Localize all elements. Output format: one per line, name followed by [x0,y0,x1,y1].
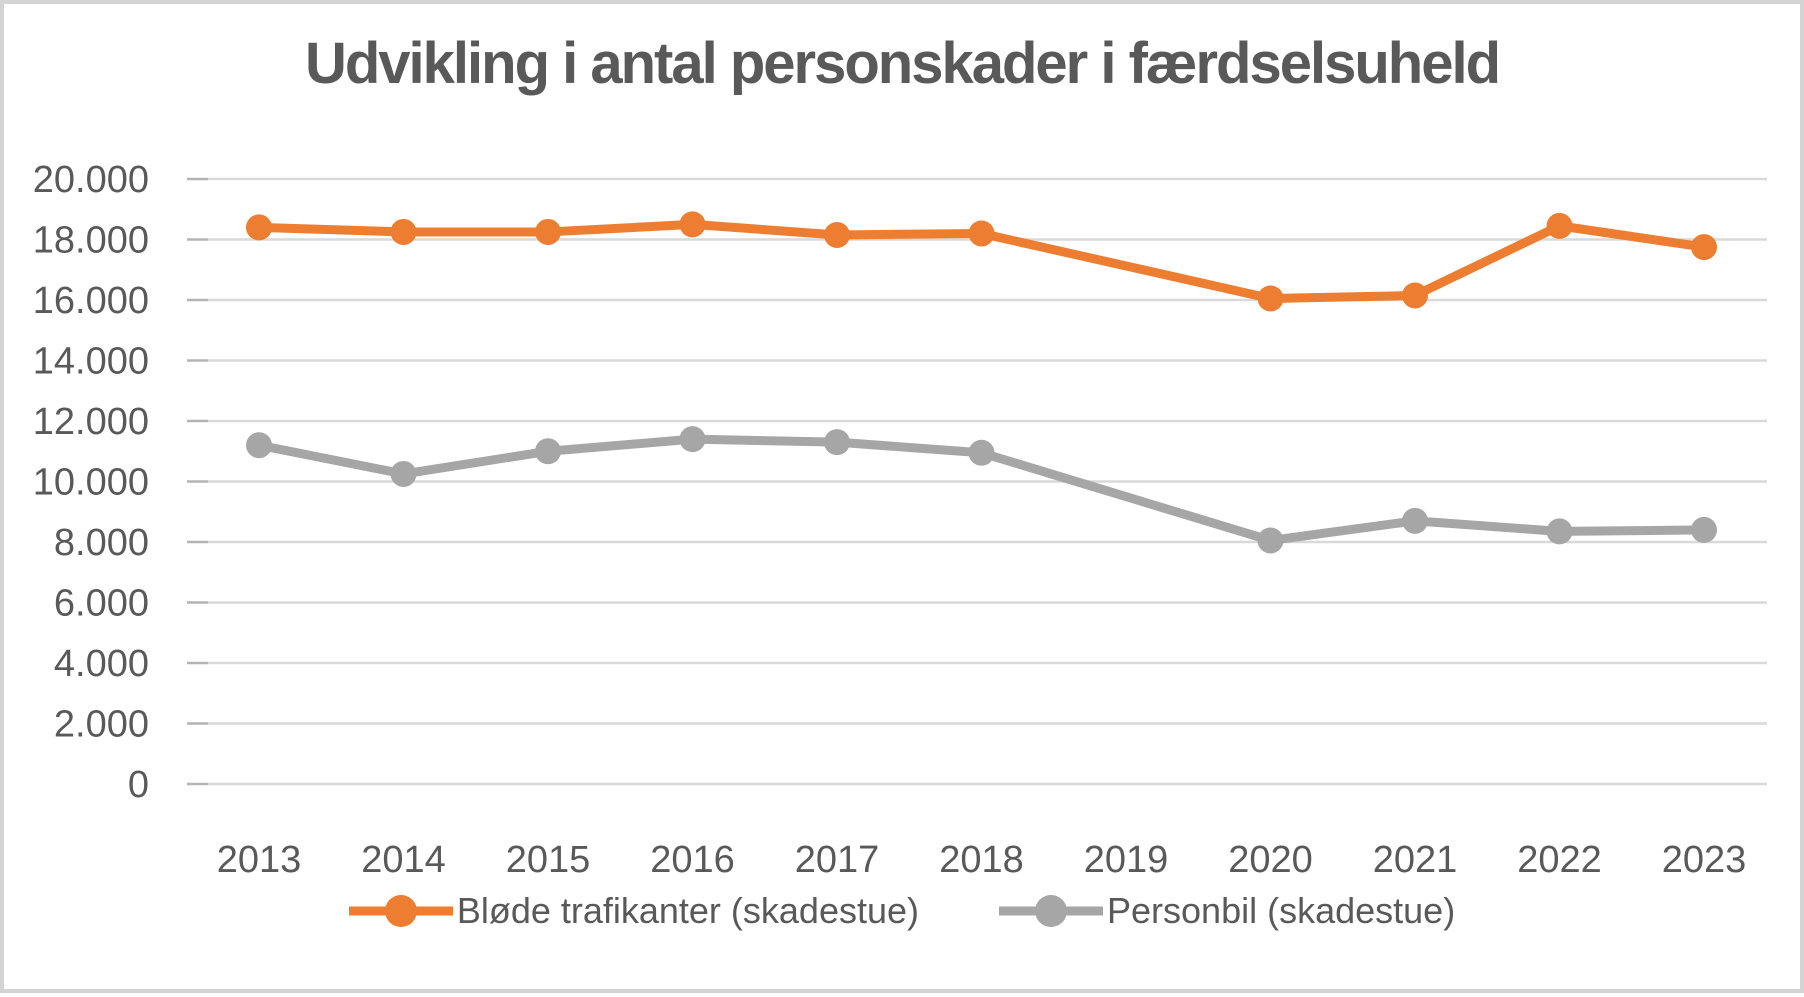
legend: Bløde trafikanter (skadestue) Personbil … [4,890,1800,932]
data-point-blode-trafikanter-skadestue-2017 [824,221,850,248]
x-tick-label-2014: 2014 [361,839,446,881]
legend-label-blode-trafikanter: Bløde trafikanter (skadestue) [456,890,920,931]
x-tick-label-2015: 2015 [506,839,591,881]
legend-item-personbil: Personbil (skadestue) [999,890,1455,932]
y-tick-label-4000: 4.000 [54,643,149,685]
data-point-personbil-skadestue-2021 [1402,507,1428,534]
chart-title: Udvikling i antal personskader i færdsel… [304,31,1501,96]
legend-line-marker-icon-blode-trafikanter [348,895,453,927]
line-chart-plot: 0 2.000 4.000 6.000 8.000 10.000 12.000 14.000 1… [33,159,1767,881]
y-tick-label-18000: 18.000 [33,220,149,262]
legend-label-personbil: Personbil (skadestue) [1107,890,1456,931]
data-point-blode-trafikanter-skadestue-2023 [1691,234,1717,261]
x-tick-label-2020: 2020 [1228,839,1313,881]
x-tick-label-2013: 2013 [217,839,302,881]
x-tick-label-2021: 2021 [1373,839,1458,881]
data-point-blode-trafikanter-skadestue-2022 [1546,212,1573,239]
y-tick-label-12000: 12.000 [33,401,149,443]
x-tick-label-2017: 2017 [795,839,880,881]
data-point-personbil-skadestue-2022 [1546,518,1573,545]
data-point-blode-trafikanter-skadestue-2014 [390,218,417,245]
data-point-personbil-skadestue-2020 [1257,527,1284,554]
x-tick-label-2022: 2022 [1517,839,1602,881]
y-tick-label-0: 0 [128,764,149,806]
data-point-personbil-skadestue-2017 [824,429,850,456]
data-point-personbil-skadestue-2016 [679,426,706,453]
y-tick-label-8000: 8.000 [54,522,149,564]
y-tick-label-2000: 2.000 [54,704,149,746]
x-tick-label-2016: 2016 [650,839,735,881]
x-tick-label-2018: 2018 [939,839,1024,881]
legend-line-marker-icon-personbil [999,895,1104,927]
x-tick-label-2023: 2023 [1662,839,1747,881]
legend-item-blode-trafikanter: Bløde trafikanter (skadestue) [348,890,920,932]
series-line-blode-trafikanter-skadestue [258,219,1705,303]
data-point-blode-trafikanter-skadestue-2020 [1257,285,1284,312]
data-point-blode-trafikanter-skadestue-2015 [535,218,561,245]
y-tick-label-16000: 16.000 [33,280,149,322]
data-point-personbil-skadestue-2013 [246,432,272,459]
y-tick-label-14000: 14.000 [33,341,149,383]
y-tick-label-20000: 20.000 [33,159,149,201]
data-point-personbil-skadestue-2023 [1691,516,1717,543]
y-tick-label-10000: 10.000 [33,462,149,504]
data-point-blode-trafikanter-skadestue-2018 [968,220,995,247]
data-point-personbil-skadestue-2014 [390,460,417,487]
data-point-blode-trafikanter-skadestue-2016 [679,211,706,238]
y-tick-label-6000: 6.000 [54,583,149,625]
data-point-personbil-skadestue-2018 [968,439,995,466]
data-point-personbil-skadestue-2015 [535,438,561,465]
x-tick-label-2019: 2019 [1084,839,1169,881]
data-point-blode-trafikanter-skadestue-2013 [246,214,272,241]
series-line-personbil-skadestue [258,434,1705,545]
data-point-blode-trafikanter-skadestue-2021 [1402,282,1428,309]
